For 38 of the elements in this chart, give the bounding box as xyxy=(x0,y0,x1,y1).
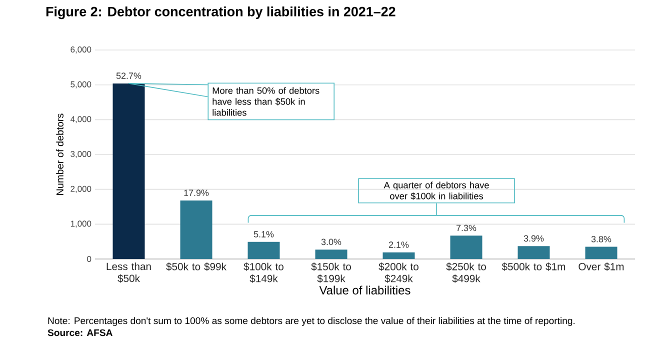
bar xyxy=(518,246,550,259)
y-tick-label: 5,000 xyxy=(70,81,92,88)
annotation: A quarter of debtors have over $100k in liabilities xyxy=(384,182,489,200)
annotation: 52.7% xyxy=(116,72,142,79)
bar xyxy=(382,252,415,259)
y-axis-title: Number of debtors xyxy=(56,114,64,195)
annotation: 5.1% xyxy=(254,231,274,238)
y-tick-label: 4,000 xyxy=(70,116,92,124)
annotation: 3.8% xyxy=(591,236,612,242)
x-tick-label: $250k to $499k xyxy=(446,262,486,283)
x-tick-label: $150k to $199k xyxy=(311,262,351,283)
y-tick-label: 3,000 xyxy=(70,151,92,158)
y-tick-label: 6,000 xyxy=(70,46,92,54)
x-tick-label: $50k to $99k xyxy=(166,262,226,271)
y-tick-label: 0 xyxy=(87,256,92,262)
x-tick-label: $200k to $249k xyxy=(378,262,418,283)
bar xyxy=(450,236,482,259)
annotation: 3.9% xyxy=(524,235,544,242)
annotation: 2.1% xyxy=(388,242,409,248)
bar xyxy=(248,242,280,259)
text: Note: Percentages don't sum to 100% as some debtors are yet to disclose the value of their liabilities at the time of reporting. xyxy=(48,317,575,326)
source-note: Source: AFSA xyxy=(48,329,112,336)
bar xyxy=(585,246,618,259)
annotation: 17.9% xyxy=(184,190,209,196)
bar xyxy=(315,250,348,259)
chart-title: Figure 2: Debtor concentration by liabilities in 2021–22 xyxy=(46,6,396,20)
x-axis-title: Value of liabilities xyxy=(319,286,410,294)
annotation: 7.3% xyxy=(456,224,476,232)
annotation: 3.0% xyxy=(321,238,342,246)
y-tick-label: 1,000 xyxy=(70,220,92,228)
x-tick-label: $100k to $149k xyxy=(244,262,284,283)
annotation: More than 50% of debtors have less than $50k in liabilities xyxy=(212,87,320,116)
bar xyxy=(180,200,212,259)
x-tick-label: Less than $50k xyxy=(106,262,151,283)
x-tick-label: Over $1m xyxy=(578,262,624,271)
y-tick-label: 2,000 xyxy=(70,186,92,193)
x-tick-label: $500k to $1m xyxy=(502,262,566,271)
bar xyxy=(112,83,145,259)
